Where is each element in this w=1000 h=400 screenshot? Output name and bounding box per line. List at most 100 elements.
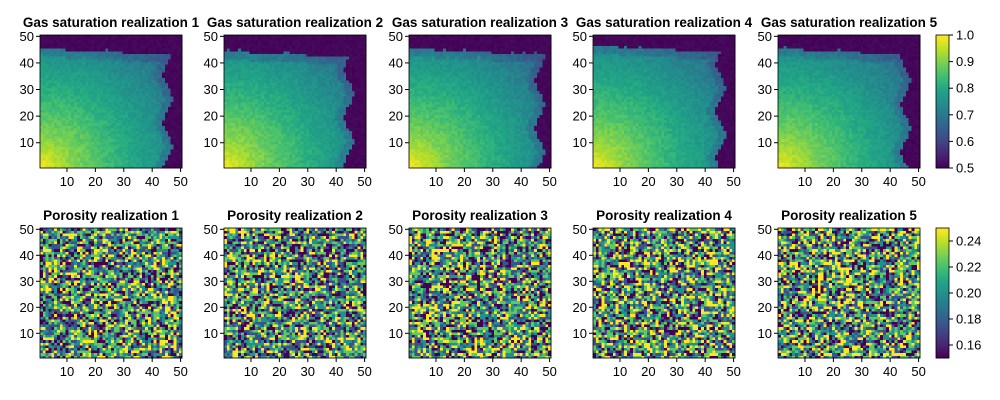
heatmap-cell [105, 53, 109, 57]
heatmap-cell [326, 85, 330, 89]
heatmap-cell [323, 56, 327, 60]
heatmap-cell [292, 130, 296, 134]
heatmap-cell [153, 114, 157, 118]
heatmap-cell [226, 72, 231, 76]
heatmap-cell [360, 88, 364, 92]
heatmap-cell [351, 66, 355, 70]
heatmap-cell [125, 64, 129, 68]
heatmap-cell [314, 37, 319, 41]
heatmap-cell [357, 69, 361, 73]
heatmap-cell [45, 101, 49, 105]
heatmap-cell [40, 133, 44, 137]
heatmap-cell [91, 149, 95, 153]
heatmap-cell [156, 144, 160, 148]
heatmap-cell [314, 117, 319, 121]
heatmap-cell [57, 138, 61, 142]
heatmap-cell [314, 90, 319, 94]
heatmap-cell [292, 117, 296, 121]
heatmap-cell [79, 42, 83, 46]
heatmap-cell [105, 138, 109, 142]
heatmap-cell [125, 93, 129, 97]
heatmap-cell [164, 117, 169, 121]
heatmap-cell [297, 82, 302, 86]
heatmap-cell [54, 50, 58, 54]
heatmap-cell [74, 112, 78, 116]
heatmap-cell [312, 61, 316, 65]
heatmap-cell [139, 53, 143, 57]
heatmap-cell [159, 82, 163, 86]
heatmap-cell [226, 114, 231, 118]
heatmap-cell [340, 80, 344, 84]
heatmap-cell [133, 122, 137, 126]
heatmap-cell [105, 165, 109, 169]
heatmap-cell [74, 56, 78, 60]
heatmap-cell [119, 42, 123, 46]
heatmap-cell [59, 37, 64, 41]
heatmap-cell [162, 146, 166, 150]
heatmap-cell [314, 154, 319, 158]
heatmap-cell [346, 162, 350, 166]
heatmap-cell [232, 96, 236, 100]
heatmap-cell [306, 114, 310, 118]
heatmap-cell [241, 72, 245, 76]
heatmap-cell [88, 61, 92, 65]
heatmap-cell [354, 42, 358, 46]
heatmap-cell [40, 58, 44, 62]
heatmap-cell [125, 162, 129, 166]
heatmap-cell [136, 85, 140, 89]
heatmap-cell [323, 162, 327, 166]
heatmap-cell [156, 114, 160, 118]
heatmap-cell [226, 122, 231, 126]
heatmap-cell [224, 56, 228, 60]
heatmap-cell [263, 165, 267, 169]
heatmap-cell [348, 90, 353, 94]
heatmap-cell [65, 98, 69, 102]
heatmap-cell [96, 61, 100, 65]
heatmap-cell [42, 133, 47, 137]
heatmap-cell [243, 45, 248, 49]
heatmap-cell [119, 40, 123, 44]
heatmap-cell [105, 66, 109, 70]
heatmap-cell [312, 130, 316, 134]
heatmap-cell [88, 80, 92, 84]
heatmap-cell [74, 128, 78, 132]
heatmap-cell [272, 64, 276, 68]
heatmap-cell [170, 48, 174, 52]
heatmap-cell [306, 74, 310, 78]
heatmap-cell [337, 141, 341, 145]
heatmap-cell [329, 74, 333, 78]
heatmap-cell [145, 64, 149, 68]
heatmap-cell [136, 69, 140, 73]
heatmap-cell [153, 117, 157, 121]
heatmap-cell [142, 48, 146, 52]
heatmap-cell [340, 130, 344, 134]
heatmap-cell [238, 80, 242, 84]
heatmap-cell [343, 82, 347, 86]
heatmap-cell [91, 96, 95, 100]
heatmap-cell [111, 53, 115, 57]
heatmap-cell [105, 80, 109, 84]
heatmap-cell [348, 130, 353, 134]
heatmap-cell [142, 128, 146, 132]
heatmap-cell [108, 74, 112, 78]
heatmap-cell [357, 88, 361, 92]
heatmap-cell [116, 66, 120, 70]
heatmap-cell [42, 141, 47, 145]
heatmap-cell [331, 120, 336, 124]
heatmap-cell [164, 35, 169, 39]
heatmap-cell [334, 152, 338, 156]
heatmap-cell [323, 72, 327, 76]
heatmap-cell [153, 74, 157, 78]
heatmap-cell [122, 96, 126, 100]
heatmap-cell [303, 88, 307, 92]
heatmap-cell [252, 133, 256, 137]
heatmap-cell [96, 136, 100, 140]
heatmap-cell [357, 96, 361, 100]
heatmap-cell [351, 154, 355, 158]
heatmap-cell [348, 101, 353, 105]
heatmap-cell [176, 122, 180, 126]
heatmap-cell [119, 106, 123, 110]
heatmap-cell [224, 48, 228, 52]
heatmap-cell [74, 88, 78, 92]
heatmap-cell [312, 104, 316, 108]
